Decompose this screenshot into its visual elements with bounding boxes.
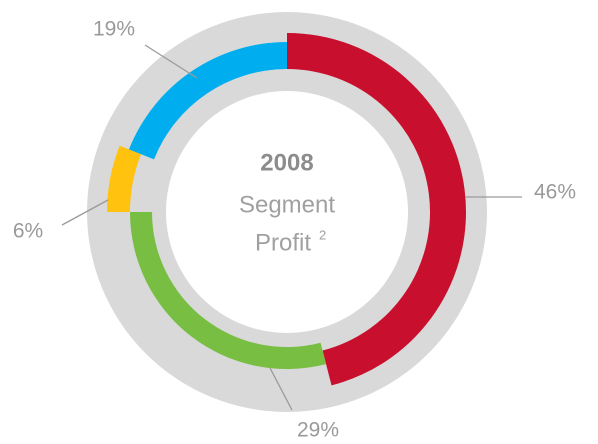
value-label: 6% bbox=[13, 220, 43, 243]
center-subtitle: Profit bbox=[255, 229, 311, 256]
pie-segment bbox=[128, 42, 287, 160]
footnote-mark: 2 bbox=[319, 227, 326, 242]
leader-line bbox=[61, 199, 109, 226]
value-label: 46% bbox=[534, 181, 576, 204]
center-title: 2008 bbox=[260, 149, 313, 176]
inner-hole bbox=[166, 91, 408, 333]
pie-segment bbox=[107, 145, 142, 212]
pie-segment bbox=[130, 212, 327, 370]
leader-line bbox=[269, 367, 293, 411]
pie-segment bbox=[287, 33, 466, 386]
center-subtitle: Segment bbox=[239, 191, 335, 218]
value-label: 19% bbox=[93, 18, 135, 41]
value-label: 29% bbox=[297, 419, 339, 442]
leader-line bbox=[144, 44, 198, 79]
